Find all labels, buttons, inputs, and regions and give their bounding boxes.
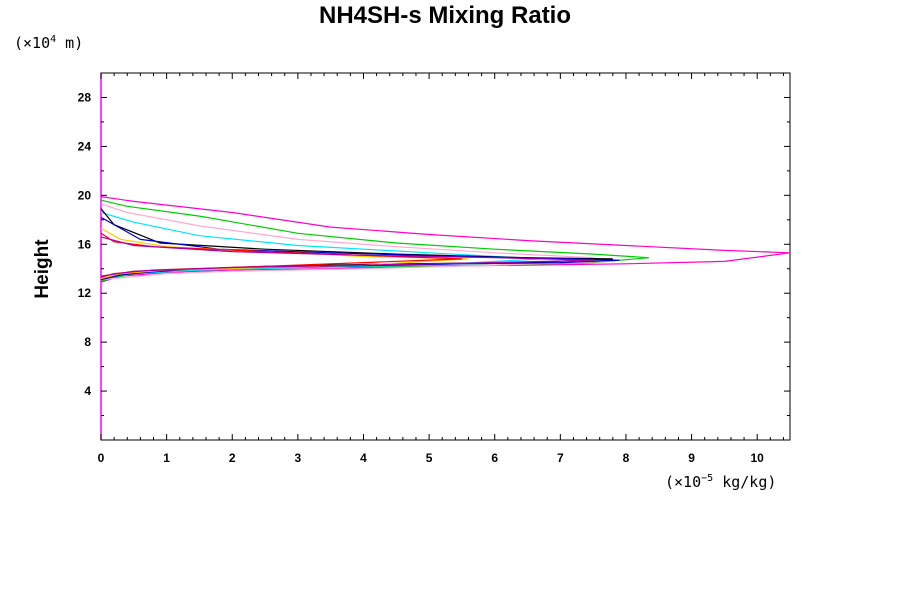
series-line-1 <box>100 196 791 283</box>
x-units-prefix: (×10 <box>665 473 702 491</box>
y-units-suffix: m) <box>56 34 84 52</box>
x-tick-label: 0 <box>98 451 105 465</box>
x-tick-label: 8 <box>623 451 630 465</box>
y-units-exponent: 4 <box>50 34 57 45</box>
y-tick-label: 28 <box>78 90 92 104</box>
series-line-3 <box>100 203 613 281</box>
y-tick-label: 24 <box>78 139 92 153</box>
series-line-7 <box>100 227 469 280</box>
x-tick-label: 5 <box>426 451 433 465</box>
y-tick-label: 4 <box>84 384 91 398</box>
x-units-suffix: kg/kg) <box>713 473 777 491</box>
y-tick-label: 20 <box>78 188 92 202</box>
y-axis-units: (×104 m) <box>14 34 83 52</box>
x-tick-label: 9 <box>688 451 695 465</box>
y-units-prefix: (×10 <box>14 34 51 52</box>
x-tick-label: 7 <box>557 451 564 465</box>
x-tick-label: 1 <box>163 451 170 465</box>
y-tick-label: 8 <box>84 335 91 349</box>
x-tick-label: 3 <box>295 451 302 465</box>
y-tick-label: 12 <box>78 286 92 300</box>
x-tick-label: 10 <box>751 451 765 465</box>
x-tick-label: 2 <box>229 451 236 465</box>
x-tick-label: 6 <box>491 451 498 465</box>
x-axis-units: (×10−5 kg/kg) <box>665 473 776 491</box>
chart-title: NH4SH-s Mixing Ratio <box>318 2 572 29</box>
x-tick-label: 4 <box>360 451 367 465</box>
x-units-exponent: −5 <box>701 473 714 484</box>
series-line-9 <box>100 236 594 277</box>
y-tick-label: 16 <box>78 237 92 251</box>
